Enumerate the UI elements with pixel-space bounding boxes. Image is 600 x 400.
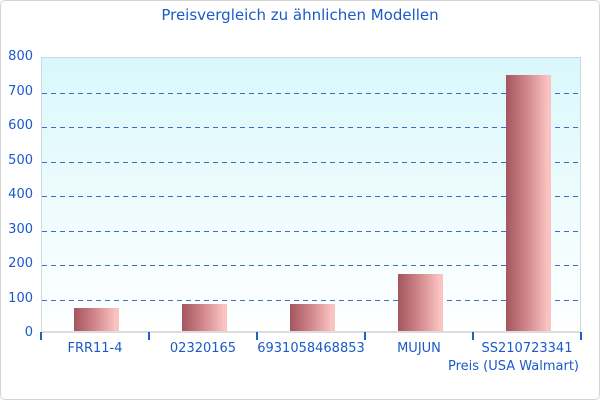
x-tick-label: 6931058468853 xyxy=(257,341,365,356)
y-tick-label: 0 xyxy=(24,325,33,340)
x-tick-mark xyxy=(148,332,150,340)
gridline xyxy=(42,231,580,232)
bar xyxy=(506,75,551,332)
x-tick-mark xyxy=(472,332,474,340)
x-tick-label: 02320165 xyxy=(169,341,237,356)
y-tick-label: 400 xyxy=(8,187,33,202)
gridline xyxy=(42,265,580,266)
chart-title: Preisvergleich zu ähnlichen Modellen xyxy=(161,6,439,24)
gridline xyxy=(42,162,580,163)
bar xyxy=(398,274,443,332)
x-axis-line xyxy=(41,331,581,333)
x-axis-title: Preis (USA Walmart) xyxy=(447,359,579,374)
bar xyxy=(290,304,335,332)
y-tick-label: 200 xyxy=(8,256,33,271)
x-tick-label: MUJUN xyxy=(397,341,441,356)
y-tick-label: 600 xyxy=(8,118,33,133)
x-tick-label: FRR11-4 xyxy=(67,341,123,356)
gridline xyxy=(42,93,580,94)
gridline xyxy=(42,127,580,128)
x-tick-label: SS210723341 xyxy=(481,341,573,356)
y-tick-label: 100 xyxy=(8,291,33,306)
y-tick-label: 800 xyxy=(8,49,33,64)
bar xyxy=(74,308,119,332)
x-tick-mark xyxy=(580,332,582,340)
plot-area xyxy=(41,57,581,333)
x-tick-mark xyxy=(40,332,42,340)
y-tick-label: 300 xyxy=(8,222,33,237)
bar xyxy=(182,304,227,332)
gridline xyxy=(42,300,580,301)
y-tick-label: 700 xyxy=(8,84,33,99)
x-tick-mark xyxy=(256,332,258,340)
gridline xyxy=(42,196,580,197)
x-tick-mark xyxy=(364,332,366,340)
y-tick-label: 500 xyxy=(8,153,33,168)
